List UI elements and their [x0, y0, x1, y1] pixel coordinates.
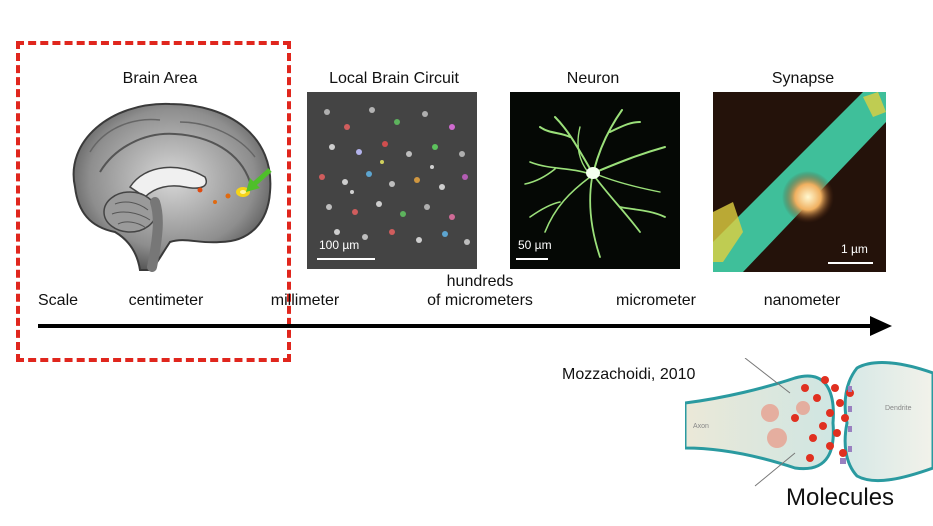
molecules-illustration: Axon Dendrite [685, 358, 933, 487]
brain-area-highlight-box [16, 41, 291, 362]
axon-label: Axon [693, 423, 709, 430]
tick-hundreds: hundreds [446, 273, 514, 290]
local-circuit-scalebar [317, 258, 375, 260]
neuron-title: Neuron [566, 70, 620, 87]
local-circuit-title: Local Brain Circuit [329, 70, 459, 87]
neuron-scalebar [516, 258, 548, 260]
molecules-label: Molecules [786, 484, 895, 511]
tick-millimeter: millimeter [270, 292, 340, 309]
citation: Mozzachoidi, 2010 [562, 366, 696, 383]
tick-nanometer: nanometer [763, 292, 841, 309]
synapse-scalebar-label: 1 µm [841, 242, 868, 256]
neuron-image: 50 µm [510, 92, 680, 269]
scale-label: Scale [38, 292, 79, 309]
local-circuit-scalebar-label: 100 µm [319, 238, 360, 252]
brain-sagittal-image [72, 102, 272, 272]
tick-centimeter: centimeter [128, 292, 204, 309]
dendrite-label: Dendrite [885, 405, 912, 412]
synapse-image: 1 µm [713, 92, 886, 272]
neuron-scalebar-label: 50 µm [518, 238, 552, 252]
brain-area-title: Brain Area [122, 70, 198, 87]
local-circuit-image: 100 µm [307, 92, 477, 269]
tick-of-micrometers: of micrometers [427, 292, 533, 309]
synapse-drawing [713, 92, 886, 272]
synapse-title: Synapse [771, 70, 835, 87]
neuron-drawing [510, 92, 680, 269]
tick-micrometer: micrometer [615, 292, 697, 309]
circuit-cells [307, 92, 477, 269]
scale-arrow [38, 316, 892, 336]
synapse-scalebar [828, 262, 873, 264]
